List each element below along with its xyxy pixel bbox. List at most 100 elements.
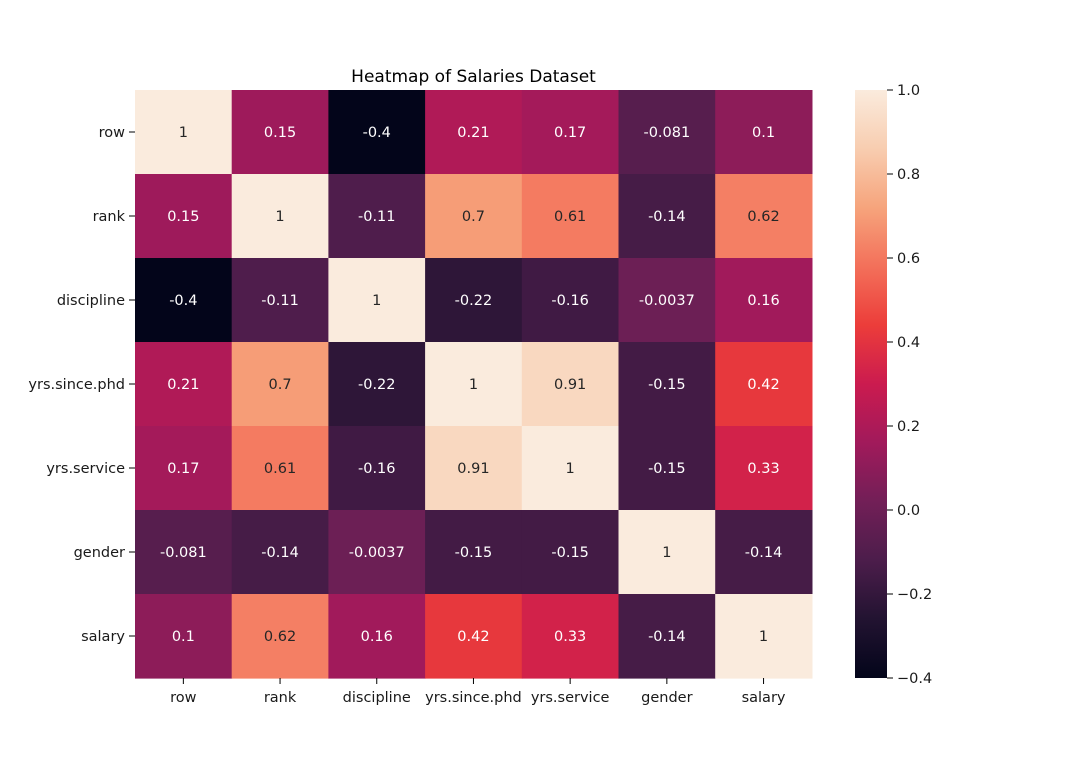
heatmap-cell: [425, 258, 523, 343]
heatmap-cell: [618, 258, 716, 343]
colorbar-tick-label: 1.0: [897, 83, 920, 99]
heatmap-cells: [135, 90, 813, 679]
x-tick-label: rank: [264, 690, 297, 706]
cell-annotation: 0.61: [554, 209, 586, 225]
cell-annotation: -0.14: [648, 629, 686, 645]
cell-annotation: -0.0037: [349, 545, 405, 561]
heatmap-cell: [425, 426, 523, 511]
heatmap-cell: [715, 258, 813, 343]
colorbar: 1.0 0.8 0.6 0.4 0.2 0.0 −0.2 −0.4: [855, 83, 932, 687]
cell-annotation: 0.61: [264, 461, 296, 477]
heatmap-cell: [328, 426, 426, 511]
cell-annotation: 0.16: [747, 293, 779, 309]
x-tick-label: row: [170, 690, 197, 706]
colorbar-tick-label: 0.6: [897, 251, 920, 267]
cell-annotation: 0.42: [457, 629, 489, 645]
colorbar-tick-label: 0.4: [897, 335, 920, 351]
heatmap-cell: [521, 258, 620, 343]
y-tick-label: rank: [93, 209, 126, 225]
heatmap-cell: [135, 90, 233, 175]
y-tick-label: yrs.service: [46, 461, 125, 477]
cell-annotation: 0.17: [167, 461, 199, 477]
colorbar-tick-label: 0.8: [897, 167, 920, 183]
cell-annotation: -0.081: [643, 125, 690, 141]
colorbar-tick-label: −0.4: [897, 671, 932, 687]
cell-annotation: 0.7: [269, 377, 292, 393]
heatmap-cell: [521, 342, 620, 427]
cell-annotation: -0.15: [648, 377, 686, 393]
y-axis-ticks: row rank discipline yrs.since.phd yrs.servic…: [28, 125, 135, 645]
heatmap-cell: [521, 510, 620, 595]
cell-annotation: -0.081: [160, 545, 207, 561]
heatmap-cell: [715, 90, 813, 175]
heatmap-cell: [135, 594, 233, 679]
y-tick-label: discipline: [57, 293, 125, 309]
heatmap-cell: [618, 174, 716, 259]
cell-annotation: 0.21: [167, 377, 199, 393]
cell-annotation: 0.1: [172, 629, 195, 645]
heatmap-cell: [521, 174, 620, 259]
heatmap-cell: [521, 594, 620, 679]
heatmap-cell: [425, 174, 523, 259]
heatmap-cell: [328, 90, 426, 175]
heatmap-cell: [231, 426, 329, 511]
heatmap-cell: [618, 510, 716, 595]
cell-annotation: 1: [469, 377, 478, 393]
x-tick-label: salary: [742, 690, 786, 706]
heatmap-cell: [521, 426, 620, 511]
x-tick-label: yrs.since.phd: [425, 690, 522, 706]
y-tick-label: salary: [81, 629, 125, 645]
cell-annotation: -0.15: [455, 545, 493, 561]
x-axis-ticks: row rank discipline yrs.since.phd yrs.servic…: [170, 678, 786, 706]
heatmap-cell: [135, 342, 233, 427]
heatmap-cell: [715, 510, 813, 595]
heatmap-cell: [715, 342, 813, 427]
heatmap-cell: [231, 594, 329, 679]
heatmap-cell: [328, 174, 426, 259]
heatmap-cell: [715, 426, 813, 511]
cell-annotation: 0.15: [167, 209, 199, 225]
heatmap-cell: [425, 90, 523, 175]
heatmap-cell: [231, 510, 329, 595]
heatmap-cell: [618, 426, 716, 511]
cell-annotation: -0.14: [745, 545, 783, 561]
heatmap-cell: [135, 258, 233, 343]
colorbar-tick-label: 0.0: [897, 503, 920, 519]
cell-annotation: 0.33: [747, 461, 779, 477]
cell-annotation: -0.16: [358, 461, 396, 477]
cell-annotation: 1: [566, 461, 575, 477]
cell-annotation: -0.4: [169, 293, 197, 309]
cell-annotation: -0.16: [551, 293, 589, 309]
cell-annotation: -0.0037: [639, 293, 695, 309]
cell-annotation: 0.15: [264, 125, 296, 141]
x-tick-label: yrs.service: [531, 690, 610, 706]
cell-annotation: 1: [759, 629, 768, 645]
chart-title: Heatmap of Salaries Dataset: [351, 67, 596, 87]
cell-annotation: 0.62: [264, 629, 296, 645]
cell-annotation: 0.91: [554, 377, 586, 393]
heatmap-cell: [328, 594, 426, 679]
heatmap-cell: [231, 90, 329, 175]
cell-annotation: 1: [179, 125, 188, 141]
heatmap-cell: [135, 426, 233, 511]
x-tick-label: discipline: [343, 690, 411, 706]
cell-annotations: 1 0.15 -0.4 0.21 0.17 -0.081 0.1 0.15 1 -0.11 0.7 0…: [160, 125, 782, 645]
colorbar-tick-label: −0.2: [897, 587, 932, 603]
cell-annotation: 1: [372, 293, 381, 309]
heatmap-cell: [328, 342, 426, 427]
cell-annotation: 0.62: [747, 209, 779, 225]
heatmap-cell: [231, 258, 329, 343]
heatmap-cell: [425, 594, 523, 679]
cell-annotation: 0.1: [752, 125, 775, 141]
heatmap-cell: [425, 342, 523, 427]
cell-annotation: 0.21: [457, 125, 489, 141]
heatmap-cell: [328, 510, 426, 595]
cell-annotation: -0.15: [551, 545, 589, 561]
cell-annotation: -0.11: [358, 209, 396, 225]
y-tick-label: gender: [74, 545, 125, 561]
cell-annotation: 0.7: [462, 209, 485, 225]
colorbar-gradient: [855, 90, 887, 678]
cell-annotation: 0.16: [361, 629, 393, 645]
